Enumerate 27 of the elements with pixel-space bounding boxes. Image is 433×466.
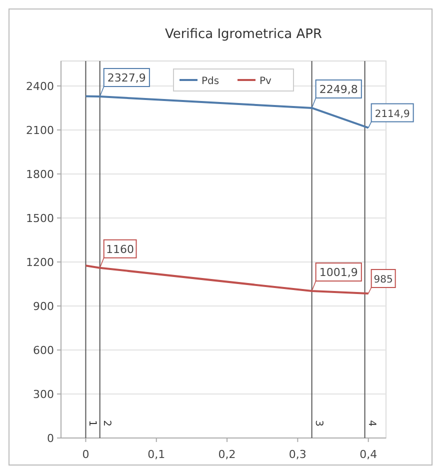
annotation: 1 xyxy=(86,420,98,427)
data-label: 985 xyxy=(374,274,393,286)
x-tick-label: 0,2 xyxy=(218,448,236,461)
x-tick-label: 0 xyxy=(82,448,90,461)
y-tick-label: 600 xyxy=(33,344,54,357)
annotation: 4 xyxy=(366,420,377,427)
y-tick-label: 2100 xyxy=(26,124,54,137)
legend-label: Pds xyxy=(202,76,220,87)
y-tick-label: 1500 xyxy=(26,212,54,225)
chart-title: Verifica Igrometrica APR xyxy=(164,27,322,42)
y-tick-label: 1800 xyxy=(26,168,54,181)
y-tick-label: 300 xyxy=(33,388,54,401)
x-tick-label: 0,1 xyxy=(148,448,166,461)
x-tick-label: 0,3 xyxy=(288,448,306,461)
y-tick-label: 900 xyxy=(33,300,54,313)
data-label: 1160 xyxy=(106,242,134,256)
x-tick-label: 0,4 xyxy=(360,448,378,461)
annotation: 2 xyxy=(100,420,112,427)
data-label: 2327,9 xyxy=(107,72,146,85)
annotation: 3 xyxy=(312,420,324,427)
data-label: 1001,9 xyxy=(319,266,358,280)
data-label: 2114,9 xyxy=(374,108,410,120)
y-tick-label: 0 xyxy=(47,432,54,445)
y-tick-label: 2400 xyxy=(26,80,54,93)
y-tick-label: 1200 xyxy=(26,256,54,269)
data-label: 2249,8 xyxy=(319,82,358,96)
legend-label: Pv xyxy=(260,76,272,87)
